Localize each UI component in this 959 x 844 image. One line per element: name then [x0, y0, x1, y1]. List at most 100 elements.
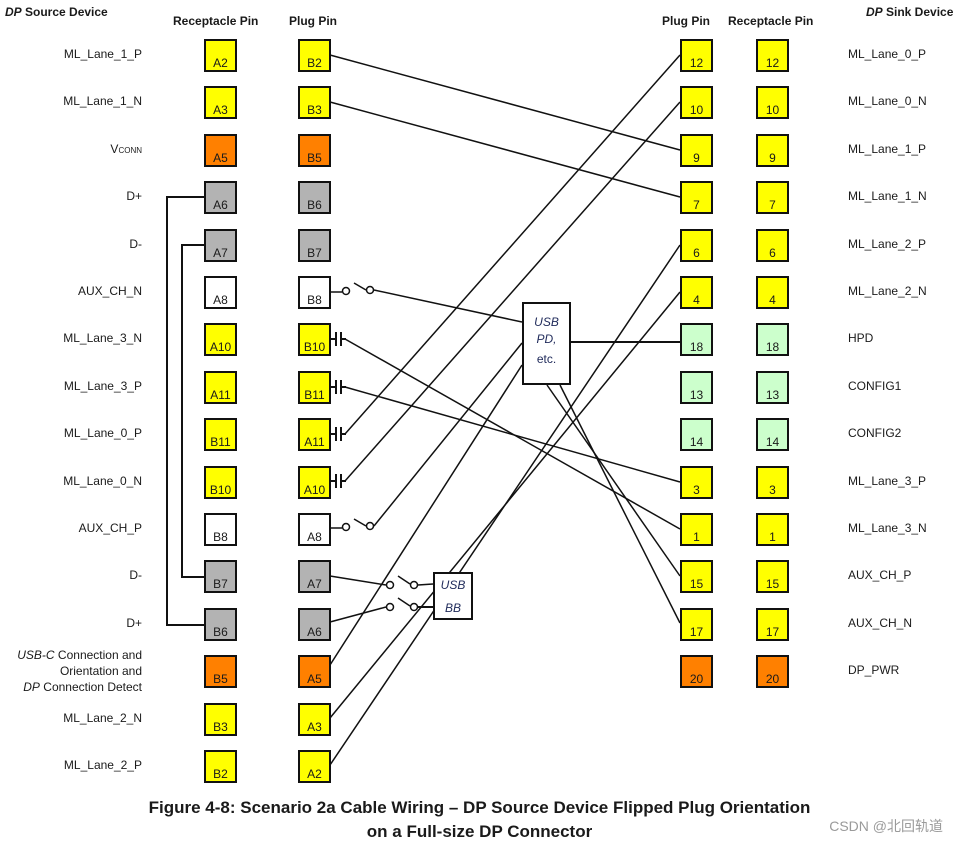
sink-plug-pin: 13 [680, 370, 713, 404]
label-text: ML_Lane_2_P [63, 758, 142, 772]
sink-receptacle-pin: 14 [756, 418, 789, 452]
caption-line1: Figure 4-8: Scenario 2a Cable Wiring – D… [148, 798, 811, 817]
pin-label: A2 [307, 767, 322, 781]
source-signal-label: USB-C Connection and Orientation and DP Co… [17, 647, 142, 695]
wire-b3-7 [329, 101, 681, 198]
source-signal-label: ML_Lane_1_P [64, 47, 142, 61]
pin-label: 15 [765, 577, 780, 592]
sink-plug-pin: 4 [680, 276, 713, 309]
pin-label: A10 [209, 340, 232, 355]
sink-signal-label: HPD [848, 331, 874, 346]
sink-receptacle-pin: 20 [756, 655, 789, 689]
source-receptacle-pin: A3 [204, 86, 237, 120]
usb-pd-line3: etc. [536, 352, 557, 366]
pin-label: B3 [213, 719, 228, 734]
sink-plug-pin: 14 [680, 418, 713, 452]
label-text: ML_Lane_3_P [63, 378, 142, 393]
source-plug-pin: A3 [298, 702, 331, 736]
pin-label: A3 [213, 103, 228, 118]
pin-label: 17 [689, 624, 704, 639]
pin-label: B2 [307, 56, 322, 70]
pin-label: B10 [209, 482, 232, 497]
sink-device-text: Sink Device [882, 5, 954, 19]
source-signal-label: AUX_CH_N [78, 284, 142, 298]
watermark: CSDN @北回轨道 [829, 818, 943, 834]
source-plug-pin: B3 [298, 86, 331, 120]
sink-signal-label: ML_Lane_2_P [848, 236, 927, 251]
pin-label: B7 [307, 245, 322, 260]
pin-label: 3 [769, 482, 776, 497]
source-plug-pin: A5 [298, 655, 331, 689]
label-text: ML_Lane_2_N [63, 710, 142, 725]
switch-icons [329, 282, 434, 623]
sink-signal-label: AUX_CH_N [848, 615, 913, 630]
caption-line2: on a Full-size DP Connector [366, 822, 593, 841]
sink-signal-label: DP_PWR [848, 663, 900, 678]
sink-receptacle-pin: 10 [756, 86, 789, 120]
sink-receptacle-pin: 15 [756, 560, 789, 594]
sink-signal-label: ML_Lane_3_N [848, 521, 927, 535]
source-receptacle-pin: B11 [204, 418, 237, 452]
source-plug-pin: B10 [298, 323, 331, 357]
wire-a10-10 [344, 101, 681, 482]
pin-label: A6 [213, 198, 228, 213]
pin-label: 13 [765, 387, 780, 402]
sink-plug-pin: 3 [680, 465, 713, 499]
right-plug-header: Plug Pin [662, 14, 710, 28]
sink-signal-label: AUX_CH_P [848, 568, 912, 583]
source-plug-pin: B6 [298, 181, 331, 215]
source-receptacle-pin: B3 [204, 702, 237, 736]
label-text: V [110, 141, 119, 156]
sink-plug-pin: 9 [680, 133, 713, 167]
pin-label: B5 [213, 672, 228, 687]
pin-label: 7 [693, 198, 700, 213]
source-receptacle-pin: A11 [204, 370, 237, 404]
sink-device-header: DP Sink Device [866, 5, 953, 19]
source-signal-label: D- [129, 237, 142, 251]
sink-signal-label: ML_Lane_0_N [848, 94, 927, 109]
pin-label: B3 [307, 103, 322, 118]
dp-em: DP [5, 5, 22, 19]
pin-label: 20 [765, 672, 780, 687]
source-receptacle-pin: B6 [204, 607, 237, 641]
source-signal-label: D+ [126, 189, 142, 203]
pin-label: B11 [210, 435, 231, 450]
pin-label: 10 [689, 103, 704, 118]
wire-usbpd-17 [559, 384, 681, 624]
sink-signal-label: ML_Lane_3_P [848, 473, 927, 488]
pin-label: 17 [765, 624, 780, 639]
pin-label: 7 [769, 198, 776, 213]
capacitor-icons [330, 332, 346, 488]
pin-label: B8 [213, 530, 228, 544]
source-plug-pin: A7 [298, 560, 331, 594]
label-text: ML_Lane_0_N [63, 473, 142, 488]
pin-label: 1 [769, 530, 776, 544]
source-signal-label: ML_Lane_0_P [64, 426, 142, 440]
sink-receptacle-pin: 18 [756, 323, 789, 357]
sink-plug-pin: 6 [680, 228, 713, 262]
source-plug-pin: A8 [298, 513, 331, 546]
pin-label: A3 [307, 719, 322, 734]
pin-label: A8 [307, 530, 322, 544]
sink-receptacle-pin: 6 [756, 228, 789, 262]
pin-label: A11 [304, 435, 325, 450]
sink-plug-pin: 18 [680, 323, 713, 357]
label-text: ML_Lane_0_P [63, 426, 142, 441]
wire-b11-3 [344, 386, 681, 483]
source-receptacle-pin: B8 [204, 513, 237, 546]
sink-receptacle-pin: 4 [756, 276, 789, 309]
wire-b8-usbpd [373, 289, 523, 323]
sink-receptacle-pin: 17 [756, 607, 789, 641]
pin-label: 15 [689, 577, 704, 592]
source-receptacle-pin: A8 [204, 276, 237, 309]
source-receptacle-pin: B2 [204, 750, 237, 783]
label-line2: Orientation and [59, 664, 142, 679]
usb-bb-line2: BB [444, 601, 461, 615]
pin-label: 14 [689, 435, 704, 450]
source-signal-label: D+ [126, 616, 142, 630]
source-signal-label: AUX_CH_P [79, 521, 142, 535]
label-text: D+ [126, 615, 142, 630]
source-receptacle-pin: A10 [204, 323, 237, 357]
pin-label: 9 [769, 150, 776, 165]
